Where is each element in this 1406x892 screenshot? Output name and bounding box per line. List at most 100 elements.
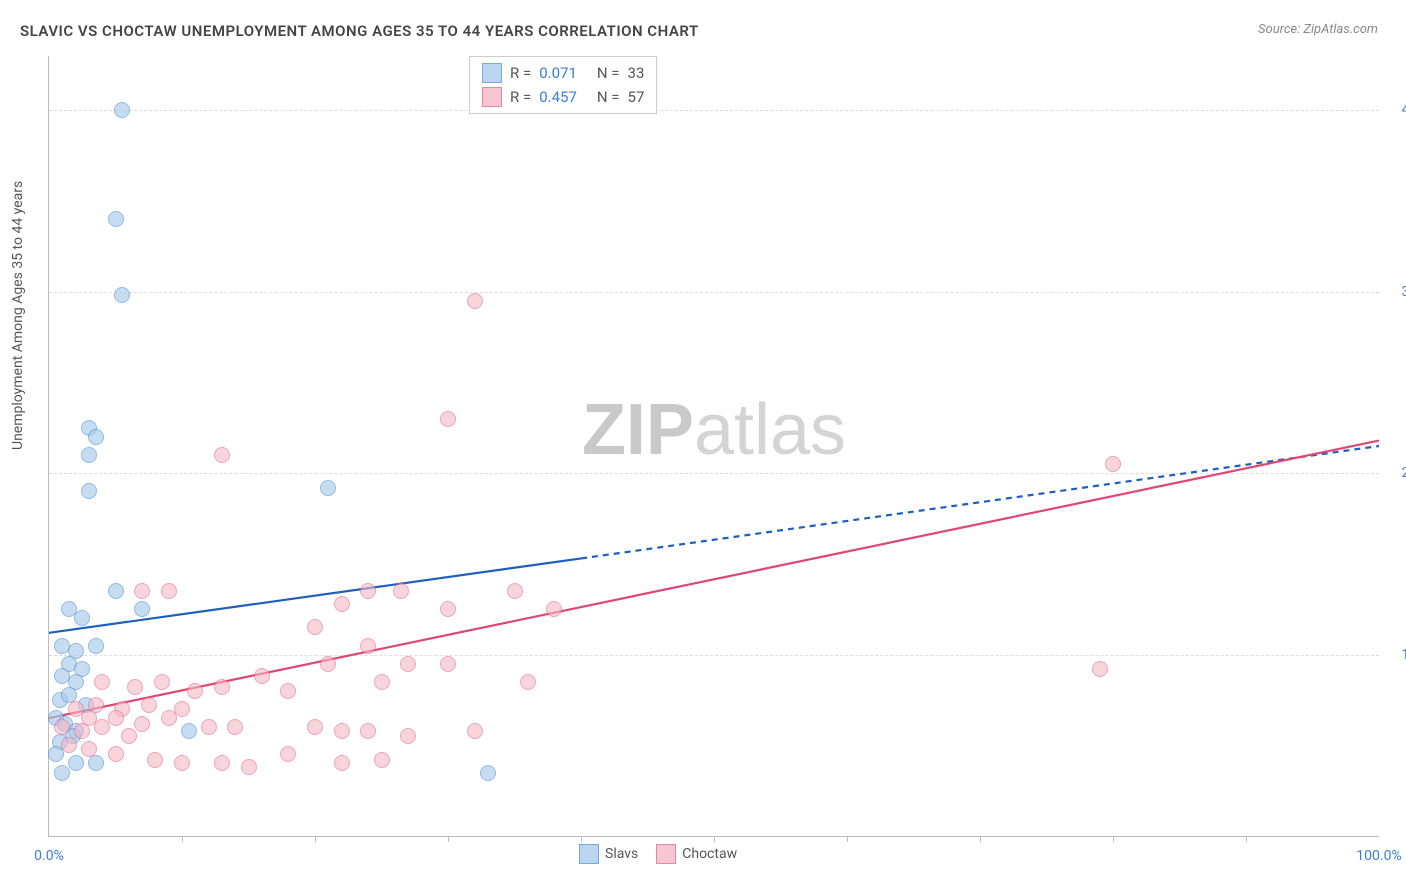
- data-point: [108, 746, 124, 762]
- x-tick: [1246, 836, 1247, 842]
- stats-row: R = 0.457 N = 57: [482, 85, 644, 109]
- gridline: [49, 292, 1379, 293]
- data-point: [374, 674, 390, 690]
- data-point: [480, 765, 496, 781]
- x-tick: [714, 836, 715, 842]
- legend-label: Slavs: [605, 846, 638, 862]
- legend-label: Choctaw: [682, 846, 737, 862]
- data-point: [114, 102, 130, 118]
- data-point: [161, 710, 177, 726]
- series-legend: Slavs Choctaw: [579, 844, 737, 864]
- data-point: [187, 683, 203, 699]
- data-point: [61, 737, 77, 753]
- y-tick-label: 30.0%: [1384, 284, 1406, 300]
- data-point: [254, 668, 270, 684]
- x-tick: [315, 836, 316, 842]
- data-point: [174, 755, 190, 771]
- data-point: [114, 287, 130, 303]
- data-point: [81, 483, 97, 499]
- data-point: [440, 601, 456, 617]
- data-point: [81, 741, 97, 757]
- plot-area: ZIPatlas 10.0%20.0%30.0%40.0% R =0.071N …: [48, 56, 1379, 837]
- data-point: [360, 583, 376, 599]
- data-point: [181, 723, 197, 739]
- data-point: [74, 723, 90, 739]
- data-point: [320, 656, 336, 672]
- stats-legend: R =0.071N =33R =0.457N =57: [469, 56, 657, 114]
- gridline: [49, 110, 1379, 111]
- watermark: ZIPatlas: [582, 389, 846, 471]
- data-point: [307, 719, 323, 735]
- data-point: [307, 619, 323, 635]
- data-point: [214, 679, 230, 695]
- y-tick-label: 40.0%: [1384, 102, 1406, 118]
- n-value: 57: [628, 88, 645, 106]
- r-value: 0.457: [539, 88, 577, 106]
- data-point: [440, 411, 456, 427]
- data-point: [201, 719, 217, 735]
- data-point: [68, 755, 84, 771]
- data-point: [94, 674, 110, 690]
- data-point: [334, 755, 350, 771]
- data-point: [507, 583, 523, 599]
- r-label: R =: [510, 88, 531, 106]
- data-point: [360, 638, 376, 654]
- legend-swatch: [482, 63, 502, 83]
- trend-lines: [49, 56, 1379, 836]
- data-point: [467, 293, 483, 309]
- y-tick-label: 20.0%: [1384, 465, 1406, 481]
- data-point: [440, 656, 456, 672]
- data-point: [360, 723, 376, 739]
- data-point: [214, 447, 230, 463]
- data-point: [74, 610, 90, 626]
- legend-swatch: [482, 87, 502, 107]
- x-tick-label: 100.0%: [1356, 848, 1401, 864]
- data-point: [1092, 661, 1108, 677]
- data-point: [108, 211, 124, 227]
- data-point: [134, 601, 150, 617]
- y-axis-label: Unemployment Among Ages 35 to 44 years: [10, 181, 26, 450]
- watermark-light: atlas: [694, 390, 846, 470]
- data-point: [400, 728, 416, 744]
- data-point: [134, 583, 150, 599]
- data-point: [320, 480, 336, 496]
- data-point: [161, 583, 177, 599]
- data-point: [334, 723, 350, 739]
- data-point: [88, 429, 104, 445]
- data-point: [241, 759, 257, 775]
- data-point: [88, 755, 104, 771]
- data-point: [54, 719, 70, 735]
- data-point: [546, 601, 562, 617]
- x-tick-label: 0.0%: [34, 848, 64, 864]
- data-point: [54, 765, 70, 781]
- n-label: N =: [597, 88, 620, 106]
- gridline: [49, 473, 1379, 474]
- stats-row: R =0.071N =33: [482, 61, 644, 85]
- data-point: [227, 719, 243, 735]
- x-tick: [448, 836, 449, 842]
- legend-item: Choctaw: [656, 844, 737, 864]
- source-attribution: Source: ZipAtlas.com: [1258, 22, 1378, 37]
- data-point: [400, 656, 416, 672]
- n-label: N =: [597, 64, 620, 82]
- data-point: [154, 674, 170, 690]
- legend-swatch: [656, 844, 676, 864]
- y-tick-label: 10.0%: [1384, 647, 1406, 663]
- data-point: [280, 746, 296, 762]
- data-point: [467, 723, 483, 739]
- x-tick: [847, 836, 848, 842]
- data-point: [141, 697, 157, 713]
- x-tick: [980, 836, 981, 842]
- data-point: [147, 752, 163, 768]
- data-point: [174, 701, 190, 717]
- r-label: R =: [510, 64, 531, 82]
- legend-item: Slavs: [579, 844, 638, 864]
- data-point: [393, 583, 409, 599]
- data-point: [81, 447, 97, 463]
- data-point: [520, 674, 536, 690]
- data-point: [88, 638, 104, 654]
- x-tick: [1113, 836, 1114, 842]
- data-point: [1105, 456, 1121, 472]
- gridline: [49, 655, 1379, 656]
- n-value: 33: [628, 64, 645, 82]
